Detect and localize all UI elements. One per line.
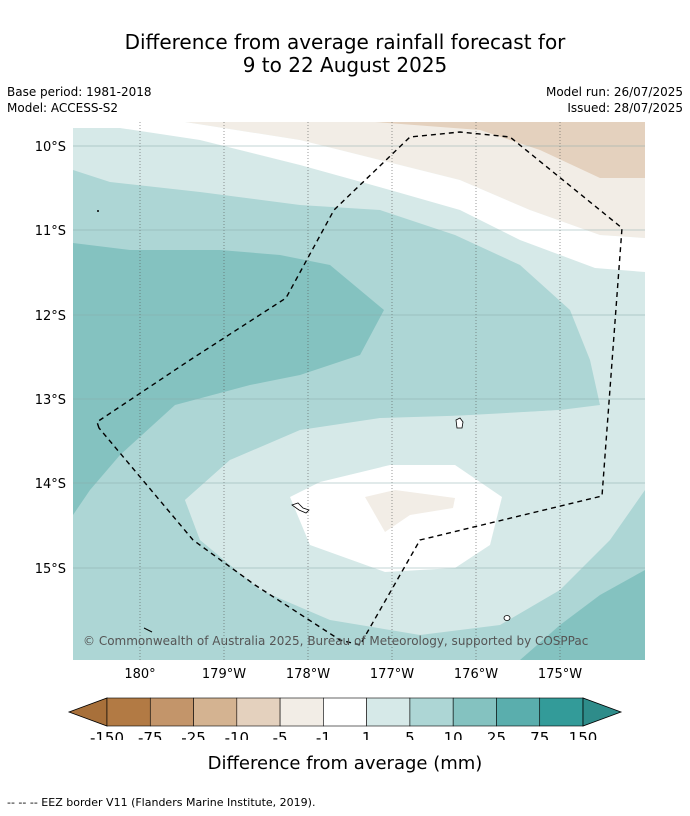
colorbar-tick-label: 5: [405, 729, 415, 740]
lat-label: 11°S: [35, 224, 66, 239]
colorbar-box: [279, 697, 324, 727]
zone-minus10-to-minus5: [375, 122, 645, 178]
colorbar-box: [323, 697, 367, 727]
colorbar-tick-label: -1: [316, 729, 331, 740]
lat-label: 12°S: [35, 309, 66, 324]
eez-border: [96, 131, 623, 646]
island-outline-4: [143, 627, 153, 633]
zone-minus1-to-1-north: [73, 122, 645, 272]
model-name: Model: ACCESS-S2: [7, 101, 119, 115]
zone-minus5-to-minus1: [185, 122, 645, 238]
issued-date: Issued: 28/07/2025: [567, 101, 683, 115]
colorbar-tick-label: 150: [569, 729, 598, 740]
graticule-lat: [73, 145, 645, 569]
copyright-text: © Commonwealth of Australia 2025, Bureau…: [83, 634, 588, 648]
run-info-right: Model run: 26/07/2025 Issued: 28/07/2025: [546, 84, 683, 116]
colorbar-box: [366, 697, 411, 727]
colorbar-box: [496, 697, 541, 727]
colorbar-box: [452, 697, 497, 727]
lat-label: 14°S: [35, 477, 66, 492]
zone-10-to-25-west: [73, 243, 384, 515]
colorbar-tick-label: 10: [444, 729, 463, 740]
map-title: Difference from average rainfall forecas…: [0, 31, 690, 77]
run-info-left: Base period: 1981-2018 Model: ACCESS-S2: [7, 84, 152, 116]
island-outline: [455, 417, 464, 429]
colorbar-box: [236, 697, 281, 727]
colorbar-tick-label: -25: [181, 729, 206, 740]
title-line-2: 9 to 22 August 2025: [242, 53, 448, 77]
colorbar-box: [193, 697, 238, 727]
colorbar-tick-label: 25: [487, 729, 506, 740]
island-outline-3: [503, 615, 511, 621]
forecast-map: © Commonwealth of Australia 2025, Bureau…: [35, 122, 645, 740]
colorbar: -150 -75 -25 -10 -5 -1 1 5 10 25 75 150: [67, 697, 623, 740]
colorbar-tick-label: 1: [362, 729, 372, 740]
lat-label: 15°S: [35, 562, 66, 577]
colorbar-tick-label: -150: [90, 729, 124, 740]
lon-label: 177°W: [370, 667, 414, 682]
colorbar-tick-label: 75: [530, 729, 549, 740]
zone-10-to-25-southeast: [520, 570, 645, 660]
colorbar-box: [149, 697, 194, 727]
colorbar-extend-low: [67, 697, 108, 727]
colorbar-extend-high: [582, 697, 623, 727]
colorbar-tick-label: -10: [225, 729, 250, 740]
island-outline-2: [291, 502, 310, 514]
lon-label: 179°W: [202, 667, 246, 682]
lon-label: 176°W: [454, 667, 498, 682]
base-period: Base period: 1981-2018: [7, 85, 152, 99]
island-dot: [97, 210, 99, 212]
colorbar-box: [106, 697, 151, 727]
rainfall-field: [73, 122, 645, 660]
longitude-labels: 180° 179°W 178°W 177°W 176°W 175°W: [124, 667, 582, 682]
lon-label: 175°W: [538, 667, 582, 682]
lon-label: 180°: [124, 667, 155, 682]
model-run: Model run: 26/07/2025: [545, 85, 683, 99]
colorbar-tick-label: -5: [273, 729, 288, 740]
colorbar-tick-label: -75: [138, 729, 163, 740]
lon-label: 178°W: [286, 667, 330, 682]
title-line-1: Difference from average rainfall forecas…: [124, 30, 566, 54]
colorbar-box: [539, 697, 584, 727]
lat-label: 10°S: [35, 140, 66, 155]
colorbar-box: [409, 697, 454, 727]
eez-legend: -- -- -- EEZ border V11 (Flanders Marine…: [7, 796, 316, 809]
colorbar-title: Difference from average (mm): [207, 753, 483, 774]
latitude-labels: 10°S 11°S 12°S 13°S 14°S 15°S: [35, 140, 66, 577]
zone-minus5-to-minus1-center: [365, 490, 455, 532]
lat-label: 13°S: [35, 393, 66, 408]
